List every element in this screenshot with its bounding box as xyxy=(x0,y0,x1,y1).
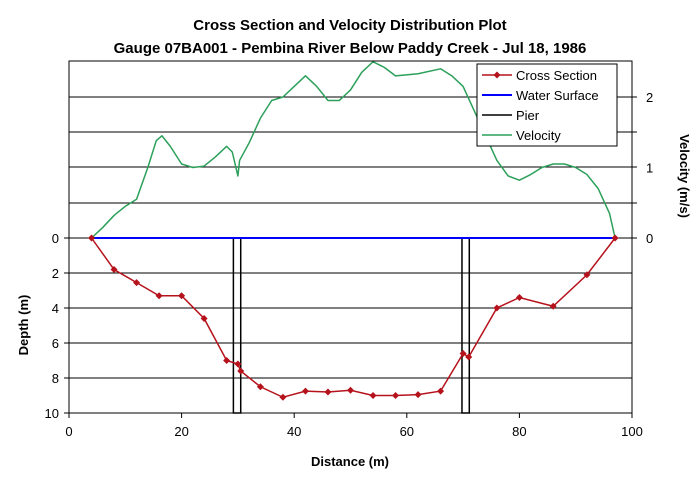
depth-tick-label-1: 2 xyxy=(52,266,59,281)
cross-section-point-15 xyxy=(392,392,400,399)
legend-label-3: Velocity xyxy=(516,128,561,143)
cross-section-point-2 xyxy=(133,279,141,287)
velocity-tick-label-2: 2 xyxy=(646,90,653,105)
chart-subtitle: Gauge 07BA001 - Pembina River Below Padd… xyxy=(114,40,587,57)
plot-frame xyxy=(68,60,633,414)
velocity-axis-ticks: 0 1 2 xyxy=(632,90,653,246)
cross-section-point-4 xyxy=(178,292,186,300)
cross-section-point-24 xyxy=(611,234,619,242)
depth-tick-label-0: 0 xyxy=(52,231,59,246)
depth-tick-label-3: 6 xyxy=(52,336,59,351)
cross-section-point-10 xyxy=(279,393,287,401)
cross-section-point-23 xyxy=(583,271,591,279)
depth-axis-ticks: 0 2 4 6 8 10 xyxy=(45,231,69,421)
cross-section-point-14 xyxy=(369,392,377,399)
cross-section-point-9 xyxy=(256,383,264,391)
depth-tick-label-4: 8 xyxy=(52,371,59,386)
legend-label-1: Water Surface xyxy=(516,88,599,103)
x-axis-title: Distance (m) xyxy=(311,454,389,469)
x-tick-label-1: 20 xyxy=(174,424,188,439)
legend-label-0: Cross Section xyxy=(516,68,597,83)
cross-section-point-6 xyxy=(223,357,231,364)
x-tick-label-4: 80 xyxy=(512,424,526,439)
cross-section-point-20 xyxy=(493,304,501,312)
cross-section-point-19 xyxy=(465,353,473,361)
cross-section-point-16 xyxy=(414,391,422,399)
depth-axis-title: Depth (m) xyxy=(16,295,31,356)
velocity-tick-label-1: 1 xyxy=(646,161,653,176)
velocity-tick-label-0: 0 xyxy=(646,231,653,246)
depth-tick-label-5: 10 xyxy=(45,406,59,421)
cross-section-point-11 xyxy=(301,387,309,395)
legend-label-2: Pier xyxy=(516,108,540,123)
x-tick-label-5: 100 xyxy=(621,424,643,439)
cross-section-point-0 xyxy=(88,234,96,242)
depth-tick-label-2: 4 xyxy=(52,301,59,316)
legend-marker-0 xyxy=(493,71,501,79)
cross-section-point-5 xyxy=(200,315,208,322)
velocity-line xyxy=(91,61,616,239)
cross-section-point-17 xyxy=(437,387,445,395)
chart-title: Cross Section and Velocity Distribution … xyxy=(193,17,506,34)
x-axis-ticks: 0 20 40 60 80 100 xyxy=(65,413,643,439)
cross-section-point-1 xyxy=(110,266,118,273)
x-tick-label-0: 0 xyxy=(65,424,72,439)
legend-box xyxy=(476,63,618,147)
cross-section-point-3 xyxy=(155,292,163,300)
cross-section-point-18 xyxy=(459,350,467,357)
cross-section-point-13 xyxy=(347,386,354,394)
cross-section-point-12 xyxy=(324,388,332,396)
cross-section-point-8 xyxy=(237,367,245,375)
x-tick-label-3: 60 xyxy=(400,424,414,439)
legend: Cross Section Water Surface Pier Velocity xyxy=(476,63,618,147)
cross-section-point-22 xyxy=(549,302,557,310)
velocity-axis-title: Velocity (m/s) xyxy=(677,134,692,218)
cross-section-point-7 xyxy=(234,360,242,368)
x-tick-label-2: 40 xyxy=(287,424,301,439)
cross-section-point-21 xyxy=(515,294,523,301)
